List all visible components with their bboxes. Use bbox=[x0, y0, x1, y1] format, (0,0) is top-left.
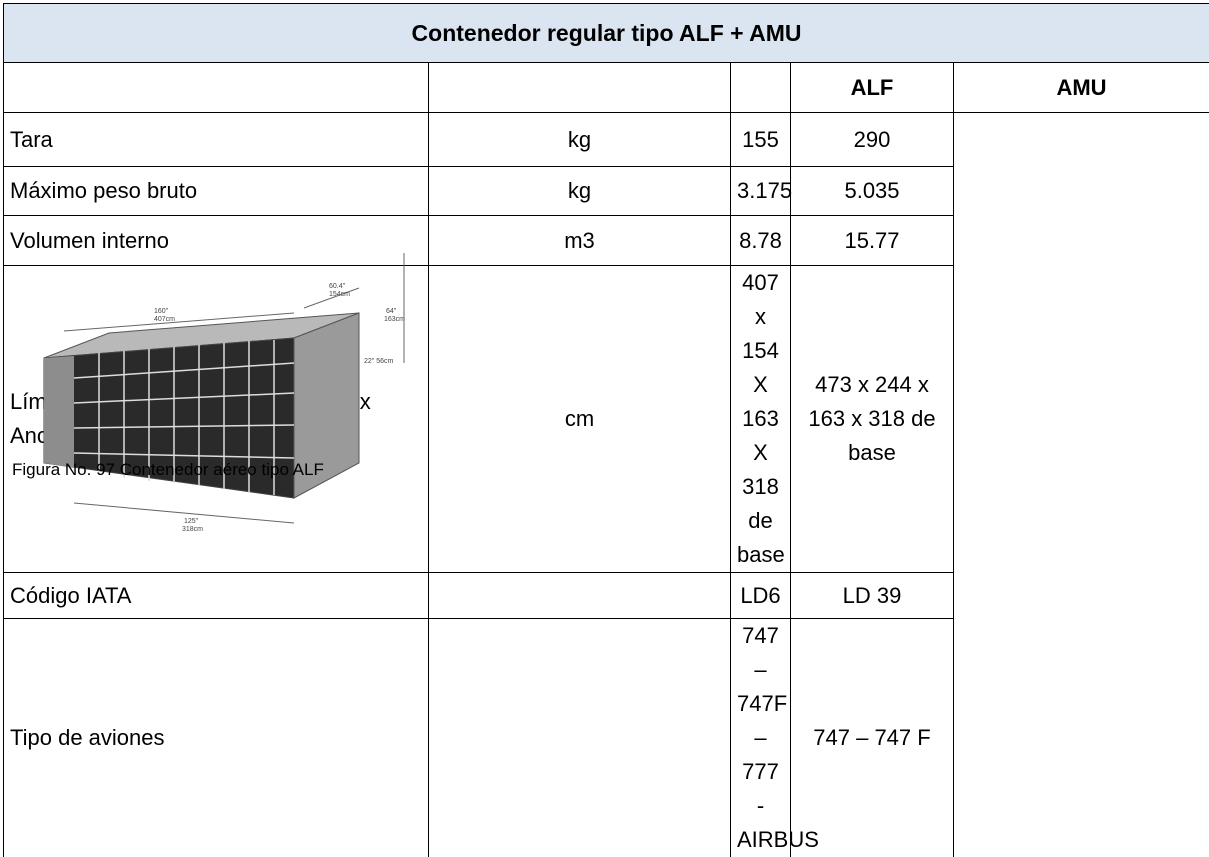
unit-cell: kg bbox=[429, 167, 731, 216]
value-cell: 3.175 bbox=[731, 167, 791, 216]
page: Contenedor regular tipo ALF + AMU 16 bbox=[0, 0, 1209, 547]
dimension-label: 407cm bbox=[154, 316, 175, 323]
row-label: Tara bbox=[4, 113, 429, 167]
figure-caption: Figura No. 97 Contenedor aéreo tipo ALF bbox=[12, 456, 412, 484]
dimension-label: 22" 56cm bbox=[364, 358, 394, 365]
dimension-label: 64" bbox=[386, 308, 397, 315]
unit-cell: m3 bbox=[429, 216, 731, 266]
dimension-label: 160" bbox=[154, 308, 169, 315]
value-cell: 747 – 747F – 777 - AIRBUS bbox=[731, 619, 791, 857]
unit-cell bbox=[429, 619, 731, 857]
value-cell: 5.035 bbox=[791, 167, 954, 216]
dimension-label: 60.4" bbox=[329, 283, 346, 290]
title-row: Contenedor regular tipo ALF + AMU bbox=[4, 4, 1209, 63]
value-cell: 407 x 154 X 163 X 318 de base bbox=[731, 266, 791, 573]
dimension-label: 318cm bbox=[182, 526, 203, 533]
value-cell: 15.77 bbox=[791, 216, 954, 266]
unit-cell bbox=[429, 573, 731, 619]
unit-cell: kg bbox=[429, 113, 731, 167]
value-cell: 155 bbox=[731, 113, 791, 167]
table-title: Contenedor regular tipo ALF + AMU bbox=[4, 4, 1209, 63]
value-cell: 290 bbox=[791, 113, 954, 167]
value-cell: 8.78 bbox=[731, 216, 791, 266]
row-label: Tipo de aviones bbox=[4, 619, 429, 857]
table-row: Tipo de aviones 747 – 747F – 777 - AIRBUS… bbox=[4, 619, 1209, 857]
spec-table: Contenedor regular tipo ALF + AMU 16 bbox=[3, 3, 1209, 857]
cell bbox=[731, 63, 791, 113]
row-label: Código IATA bbox=[4, 573, 429, 619]
container-image: 160" 407cm 60.4" 154cm 64" 163cm 22" 56c… bbox=[4, 163, 429, 543]
value-cell: LD 39 bbox=[791, 573, 954, 619]
dimension-label: 163cm bbox=[384, 316, 405, 323]
value-cell: 747 – 747 F bbox=[791, 619, 954, 857]
unit-cell: cm bbox=[429, 266, 731, 573]
column-header: ALF bbox=[791, 63, 954, 113]
value-cell: LD6 bbox=[731, 573, 791, 619]
column-header: AMU bbox=[954, 63, 1209, 113]
dimension-label: 125" bbox=[184, 518, 199, 525]
cell bbox=[429, 63, 731, 113]
figure-cell: 160" 407cm 60.4" 154cm 64" 163cm 22" 56c… bbox=[4, 63, 429, 113]
dimension-label: 154cm bbox=[329, 291, 350, 298]
value-cell: 473 x 244 x 163 x 318 de base bbox=[791, 266, 954, 573]
header-row: 160" 407cm 60.4" 154cm 64" 163cm 22" 56c… bbox=[4, 63, 1209, 113]
